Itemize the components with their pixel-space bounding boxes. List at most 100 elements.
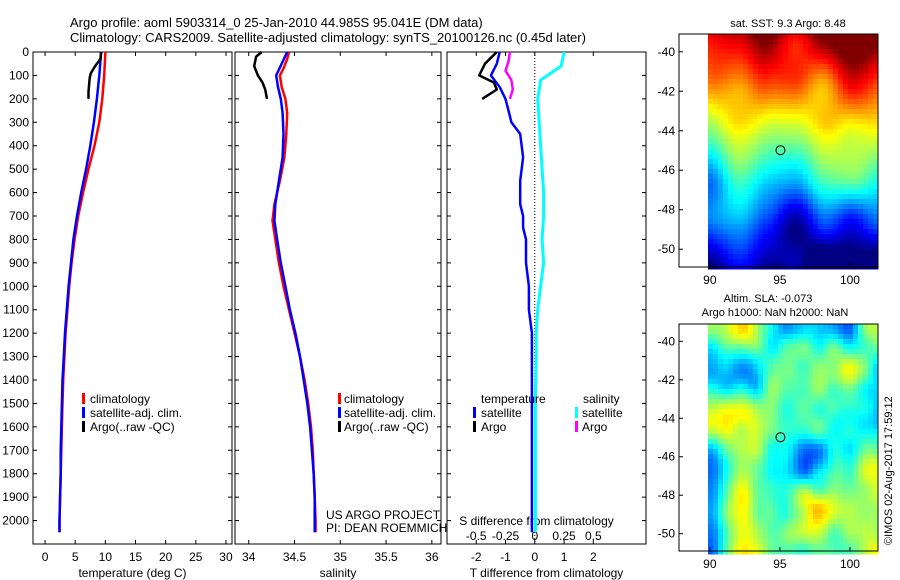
map-cell bbox=[828, 74, 834, 80]
map-cell bbox=[863, 404, 869, 410]
map-cell bbox=[858, 79, 864, 85]
map-cell bbox=[838, 169, 844, 175]
map-cell bbox=[853, 74, 859, 80]
map-cell bbox=[723, 159, 729, 165]
map-cell bbox=[773, 499, 779, 505]
map-cell bbox=[808, 459, 814, 465]
map-cell bbox=[723, 439, 729, 445]
map-cell bbox=[758, 259, 764, 265]
map-cell bbox=[758, 99, 764, 105]
map-cell bbox=[783, 454, 789, 460]
map-cell bbox=[723, 209, 729, 215]
map-cell bbox=[748, 449, 754, 455]
map-cell bbox=[853, 94, 859, 100]
map-cell bbox=[828, 389, 834, 395]
x-tick-label: -1 bbox=[500, 550, 511, 564]
map-cell bbox=[783, 504, 789, 510]
map-cell bbox=[863, 259, 869, 265]
map-cell bbox=[863, 424, 869, 430]
map-cell bbox=[758, 359, 764, 365]
map-cell bbox=[798, 509, 804, 515]
map-cell bbox=[868, 384, 874, 390]
map-cell bbox=[713, 194, 719, 200]
map-cell bbox=[788, 149, 794, 155]
map-cell bbox=[803, 519, 809, 525]
map-cell bbox=[743, 529, 749, 535]
map-cell bbox=[783, 144, 789, 150]
map-cell bbox=[733, 464, 739, 470]
map-cell bbox=[858, 64, 864, 70]
map-cell bbox=[738, 369, 744, 375]
map-cell bbox=[833, 334, 839, 340]
map-cell bbox=[748, 414, 754, 420]
map-cell bbox=[848, 214, 854, 220]
map-cell bbox=[798, 129, 804, 135]
map-cell bbox=[843, 519, 849, 525]
map-cell bbox=[713, 239, 719, 245]
map-cell bbox=[808, 139, 814, 145]
map-cell bbox=[783, 239, 789, 245]
map-cell bbox=[823, 409, 829, 415]
map-cell bbox=[863, 119, 869, 125]
map-cell bbox=[728, 164, 734, 170]
map-cell bbox=[753, 344, 759, 350]
map-cell bbox=[743, 234, 749, 240]
map-cell bbox=[758, 369, 764, 375]
map-cell bbox=[843, 494, 849, 500]
map-cell bbox=[718, 424, 724, 430]
map-cell bbox=[808, 144, 814, 150]
map-cell bbox=[823, 189, 829, 195]
map-cell bbox=[718, 114, 724, 120]
map-cell bbox=[803, 244, 809, 250]
map-cell bbox=[868, 94, 874, 100]
map-cell bbox=[783, 119, 789, 125]
map-cell bbox=[773, 389, 779, 395]
map-y-tick-label: -48 bbox=[658, 488, 676, 502]
map-cell bbox=[818, 489, 824, 495]
map-cell bbox=[863, 494, 869, 500]
map-cell bbox=[798, 124, 804, 130]
map-cell bbox=[718, 459, 724, 465]
map-cell bbox=[783, 224, 789, 230]
map-cell bbox=[783, 209, 789, 215]
map-cell bbox=[818, 244, 824, 250]
map-cell bbox=[723, 519, 729, 525]
map-cell bbox=[708, 149, 714, 155]
map-cell bbox=[778, 234, 784, 240]
map-cell bbox=[728, 204, 734, 210]
map-cell bbox=[838, 474, 844, 480]
map-cell bbox=[718, 359, 724, 365]
map-cell bbox=[718, 204, 724, 210]
map-cell bbox=[798, 424, 804, 430]
map-cell bbox=[808, 124, 814, 130]
map-cell bbox=[783, 364, 789, 370]
map-cell bbox=[843, 449, 849, 455]
map-cell bbox=[738, 334, 744, 340]
map-cell bbox=[843, 339, 849, 345]
map-cell bbox=[798, 354, 804, 360]
map-cell bbox=[818, 469, 824, 475]
map-cell bbox=[718, 414, 724, 420]
map-cell bbox=[848, 424, 854, 430]
map-cell bbox=[733, 64, 739, 70]
map-cell bbox=[763, 449, 769, 455]
map-cell bbox=[723, 549, 729, 555]
map-cell bbox=[788, 259, 794, 265]
map-cell bbox=[838, 69, 844, 75]
map-cell bbox=[833, 59, 839, 65]
map-cell bbox=[753, 409, 759, 415]
map-cell bbox=[778, 139, 784, 145]
map-cell bbox=[813, 439, 819, 445]
map-cell bbox=[853, 359, 859, 365]
map-cell bbox=[838, 254, 844, 260]
map-cell bbox=[818, 179, 824, 185]
map-cell bbox=[858, 89, 864, 95]
map-cell bbox=[823, 404, 829, 410]
map-cell bbox=[783, 519, 789, 525]
map-cell bbox=[798, 54, 804, 60]
map-cell bbox=[708, 104, 714, 110]
map-cell bbox=[798, 529, 804, 535]
map-cell bbox=[868, 539, 874, 545]
map-cell bbox=[718, 444, 724, 450]
map-cell bbox=[708, 494, 714, 500]
